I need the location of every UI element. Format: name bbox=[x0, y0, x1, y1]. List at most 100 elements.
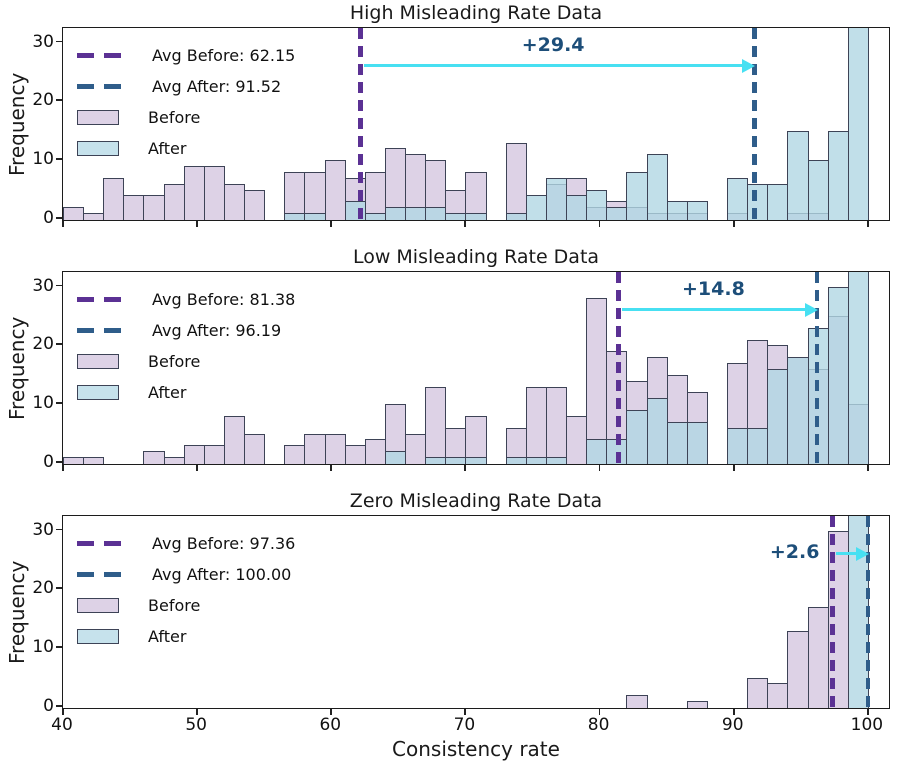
y-tick-label: 30 bbox=[32, 519, 54, 540]
improvement-arrow-head bbox=[804, 302, 818, 317]
y-tick bbox=[56, 528, 62, 531]
legend-item-before: Before bbox=[77, 346, 295, 377]
hist-bar-before bbox=[103, 178, 124, 220]
x-tick bbox=[866, 221, 869, 227]
improvement-arrow-head bbox=[742, 58, 756, 73]
hist-bar-before bbox=[425, 387, 446, 464]
hist-bar-before bbox=[83, 213, 104, 220]
hist-bar-after bbox=[465, 213, 487, 220]
before-swatch-icon bbox=[77, 110, 119, 125]
hist-bar-before bbox=[224, 416, 245, 464]
avg-after-line bbox=[865, 516, 871, 708]
legend: Avg Before: 62.15 Avg After: 91.52 Befor… bbox=[77, 40, 295, 164]
hist-bar-before bbox=[626, 695, 648, 708]
x-tick bbox=[598, 709, 601, 715]
x-tick-label: 80 bbox=[587, 715, 610, 735]
avg-after-dash-icon bbox=[77, 84, 123, 89]
legend-item-avg-after: Avg After: 96.19 bbox=[77, 315, 295, 346]
y-tick-label: 30 bbox=[32, 31, 54, 52]
legend: Avg Before: 81.38 Avg After: 96.19 Befor… bbox=[77, 284, 295, 408]
hist-bar-after bbox=[345, 201, 366, 220]
hist-bar-after bbox=[767, 369, 788, 464]
x-tick bbox=[62, 709, 64, 715]
hist-bar-after bbox=[828, 131, 849, 220]
hist-bar-before bbox=[184, 166, 205, 220]
y-tick bbox=[56, 284, 62, 287]
legend: Avg Before: 97.36 Avg After: 100.00 Befo… bbox=[77, 528, 295, 652]
y-tick bbox=[56, 705, 62, 707]
hist-bar-before bbox=[526, 387, 547, 464]
x-tick bbox=[464, 709, 467, 715]
hist-bar-after bbox=[465, 457, 487, 464]
y-axis-label: Frequency bbox=[5, 560, 29, 664]
x-tick bbox=[866, 709, 869, 715]
y-tick-label: 20 bbox=[32, 578, 54, 599]
y-tick bbox=[56, 158, 62, 161]
hist-bar-after bbox=[848, 28, 869, 220]
plot-area: Avg Before: 81.38 Avg After: 96.19 Befor… bbox=[62, 271, 890, 465]
hist-bar-before bbox=[345, 445, 366, 464]
x-tick bbox=[598, 221, 601, 227]
improvement-arrow bbox=[836, 552, 856, 555]
y-axis-label: Frequency bbox=[5, 72, 29, 176]
y-tick-label: 30 bbox=[32, 275, 54, 296]
avg-after-line bbox=[814, 272, 820, 464]
hist-bar-before bbox=[304, 434, 326, 464]
chart-panel-high-misleading: High Misleading Rate Data Avg Before: 62… bbox=[5, 2, 890, 228]
legend-item-avg-after: Avg After: 91.52 bbox=[77, 71, 295, 102]
hist-bar-after bbox=[767, 184, 788, 220]
improvement-annotation: +2.6 bbox=[769, 541, 820, 563]
x-tick bbox=[62, 221, 64, 227]
hist-bar-before bbox=[224, 184, 245, 220]
hist-bar-after bbox=[626, 172, 648, 220]
avg-before-dash-icon bbox=[77, 541, 123, 546]
hist-bar-after bbox=[425, 207, 446, 220]
legend-label: Avg Before: 81.38 bbox=[152, 290, 296, 309]
legend-item-avg-before: Avg Before: 97.36 bbox=[77, 528, 295, 559]
x-tick bbox=[598, 465, 601, 471]
y-tick-label: 0 bbox=[43, 208, 54, 228]
chart-title: High Misleading Rate Data bbox=[349, 2, 603, 24]
x-tick bbox=[866, 465, 869, 471]
hist-bar-before bbox=[143, 451, 165, 464]
hist-bar-before bbox=[546, 387, 567, 464]
y-tick-label: 0 bbox=[43, 452, 54, 472]
hist-bar-before bbox=[566, 416, 587, 464]
x-tick-label: 50 bbox=[185, 715, 207, 735]
hist-bar-after bbox=[848, 272, 869, 464]
legend-label: Before bbox=[148, 352, 201, 371]
hist-bar-before bbox=[164, 184, 185, 220]
legend-item-before: Before bbox=[77, 102, 295, 133]
x-tick bbox=[464, 221, 467, 227]
hist-bar-before bbox=[204, 445, 225, 464]
improvement-annotation: +29.4 bbox=[521, 34, 585, 56]
x-tick-label: 70 bbox=[453, 715, 476, 735]
x-tick bbox=[330, 221, 333, 227]
hist-bar-after bbox=[667, 422, 688, 464]
hist-bar-before bbox=[787, 631, 809, 708]
y-tick bbox=[56, 461, 62, 463]
hist-bar-after bbox=[727, 428, 748, 464]
avg-before-line bbox=[358, 28, 363, 220]
hist-bar-after bbox=[727, 178, 748, 220]
legend-label: After bbox=[148, 139, 187, 158]
hist-bar-after bbox=[586, 439, 607, 464]
hist-bar-after bbox=[687, 422, 708, 464]
hist-bar-before bbox=[184, 445, 205, 464]
hist-bar-after bbox=[787, 357, 809, 464]
hist-bar-before bbox=[365, 439, 386, 464]
x-tick bbox=[62, 465, 64, 471]
hist-bar-after bbox=[526, 195, 547, 220]
hist-bar-after bbox=[747, 184, 768, 220]
x-tick-label: 40 bbox=[51, 715, 73, 735]
hist-bar-after bbox=[687, 201, 708, 220]
improvement-arrow bbox=[622, 308, 805, 311]
hist-bar-before bbox=[767, 683, 788, 708]
chart-title: Zero Misleading Rate Data bbox=[349, 490, 603, 512]
hist-bar-before bbox=[83, 457, 104, 464]
hist-bar-before bbox=[808, 607, 829, 708]
hist-bar-before bbox=[63, 457, 84, 464]
hist-bar-after bbox=[546, 178, 567, 220]
hist-bar-before bbox=[405, 434, 426, 464]
after-swatch-icon bbox=[77, 629, 119, 644]
